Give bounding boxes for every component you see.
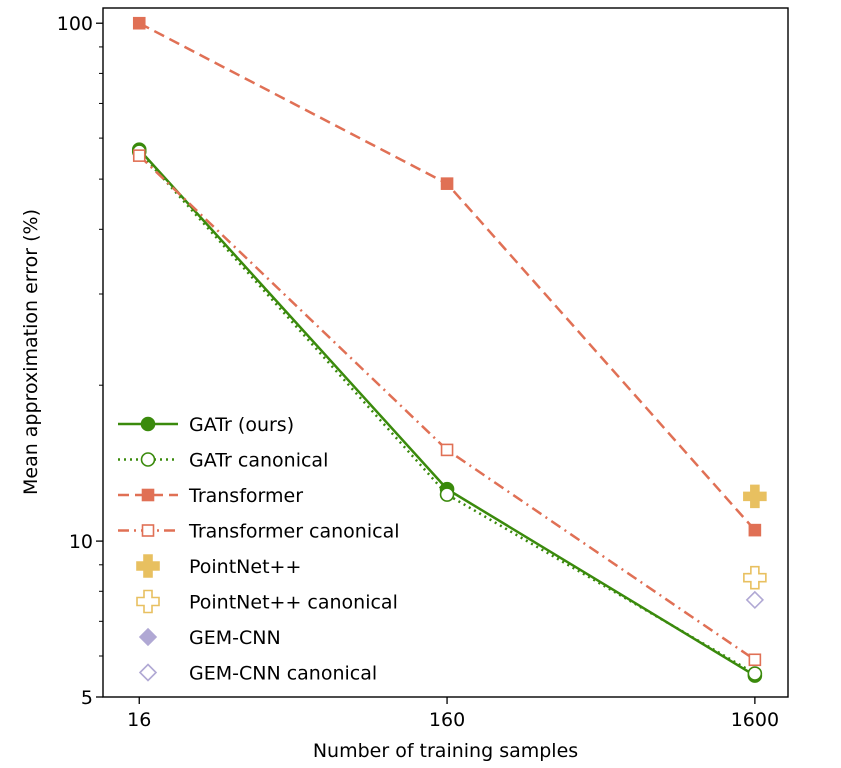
legend-item-pointnet: PointNet++ xyxy=(136,554,301,578)
legend-marker-pointnet xyxy=(136,554,160,578)
legend-label-pointnet: PointNet++ xyxy=(189,556,301,578)
data-point-pointnet xyxy=(743,484,767,509)
legend-item-gem-cnn: GEM-CNN xyxy=(138,627,281,649)
legend-marker-transformer-canonical xyxy=(141,524,155,537)
x-tick-label: 1600 xyxy=(731,709,779,731)
legend-label-transformer-canonical: Transformer canonical xyxy=(188,521,400,543)
data-point-transformer-canonical xyxy=(748,653,762,667)
legend-item-gatr-ours: GATr (ours) xyxy=(118,414,294,436)
legend-marker-transformer xyxy=(141,488,155,502)
legend-label-gatr-ours: GATr (ours) xyxy=(189,414,294,436)
series-line-transformer-canonical xyxy=(138,154,756,661)
axis-ticks: 16 160 1600 5 10 100 xyxy=(57,13,779,731)
y-axis-label: Mean approximation error (%) xyxy=(20,209,42,495)
legend-label-transformer: Transformer xyxy=(188,485,303,507)
legend-label-gem-cnn: GEM-CNN xyxy=(189,627,281,649)
legend-item-gem-cnn-canonical: GEM-CNN canonical xyxy=(138,663,377,685)
data-point-transformer-canonical xyxy=(132,149,146,162)
legend-item-pointnet-canonical: PointNet++ canonical xyxy=(136,589,398,614)
legend-marker-pointnet-canonical xyxy=(136,589,160,614)
x-tick-label: 160 xyxy=(429,709,465,731)
legend-label-gem-cnn-canonical: GEM-CNN canonical xyxy=(189,663,377,685)
y-tick-label: 5 xyxy=(81,687,93,709)
series-pointnet-canonical xyxy=(743,565,767,590)
legend-item-transformer: Transformer xyxy=(118,485,303,507)
data-point-gatr-canonical xyxy=(439,487,455,502)
plot-area xyxy=(131,16,767,683)
series-gem-cnn-canonical xyxy=(745,590,765,610)
legend-marker-gem-cnn-canonical xyxy=(138,663,158,682)
data-point-gem-cnn-canonical xyxy=(745,590,765,610)
legend: GATr (ours) GATr canonical Transformer Tran… xyxy=(118,414,400,685)
data-point-gatr-canonical xyxy=(747,666,763,681)
data-point-pointnet-canonical xyxy=(743,565,767,590)
data-point-transformer xyxy=(440,177,454,190)
data-point-transformer xyxy=(132,16,146,30)
legend-label-gatr-canonical: GATr canonical xyxy=(189,450,328,472)
y-tick-label: 100 xyxy=(57,13,93,35)
legend-item-transformer-canonical: Transformer canonical xyxy=(118,521,400,543)
x-tick-label: 16 xyxy=(127,709,151,731)
series-pointnet xyxy=(743,484,767,509)
data-point-transformer-canonical xyxy=(440,443,454,457)
plot-frame xyxy=(102,7,789,698)
series-transformer-canonical xyxy=(132,149,762,667)
series-transformer xyxy=(132,16,762,537)
data-point-transformer xyxy=(748,523,762,537)
legend-marker-gatr-ours xyxy=(140,416,156,432)
legend-marker-gem-cnn xyxy=(138,627,158,647)
legend-label-pointnet-canonical: PointNet++ canonical xyxy=(189,592,398,614)
legend-marker-gatr-canonical xyxy=(140,452,156,467)
y-tick-label: 10 xyxy=(69,531,93,553)
x-axis-label: Number of training samples xyxy=(313,740,578,762)
legend-item-gatr-canonical: GATr canonical xyxy=(118,450,328,472)
